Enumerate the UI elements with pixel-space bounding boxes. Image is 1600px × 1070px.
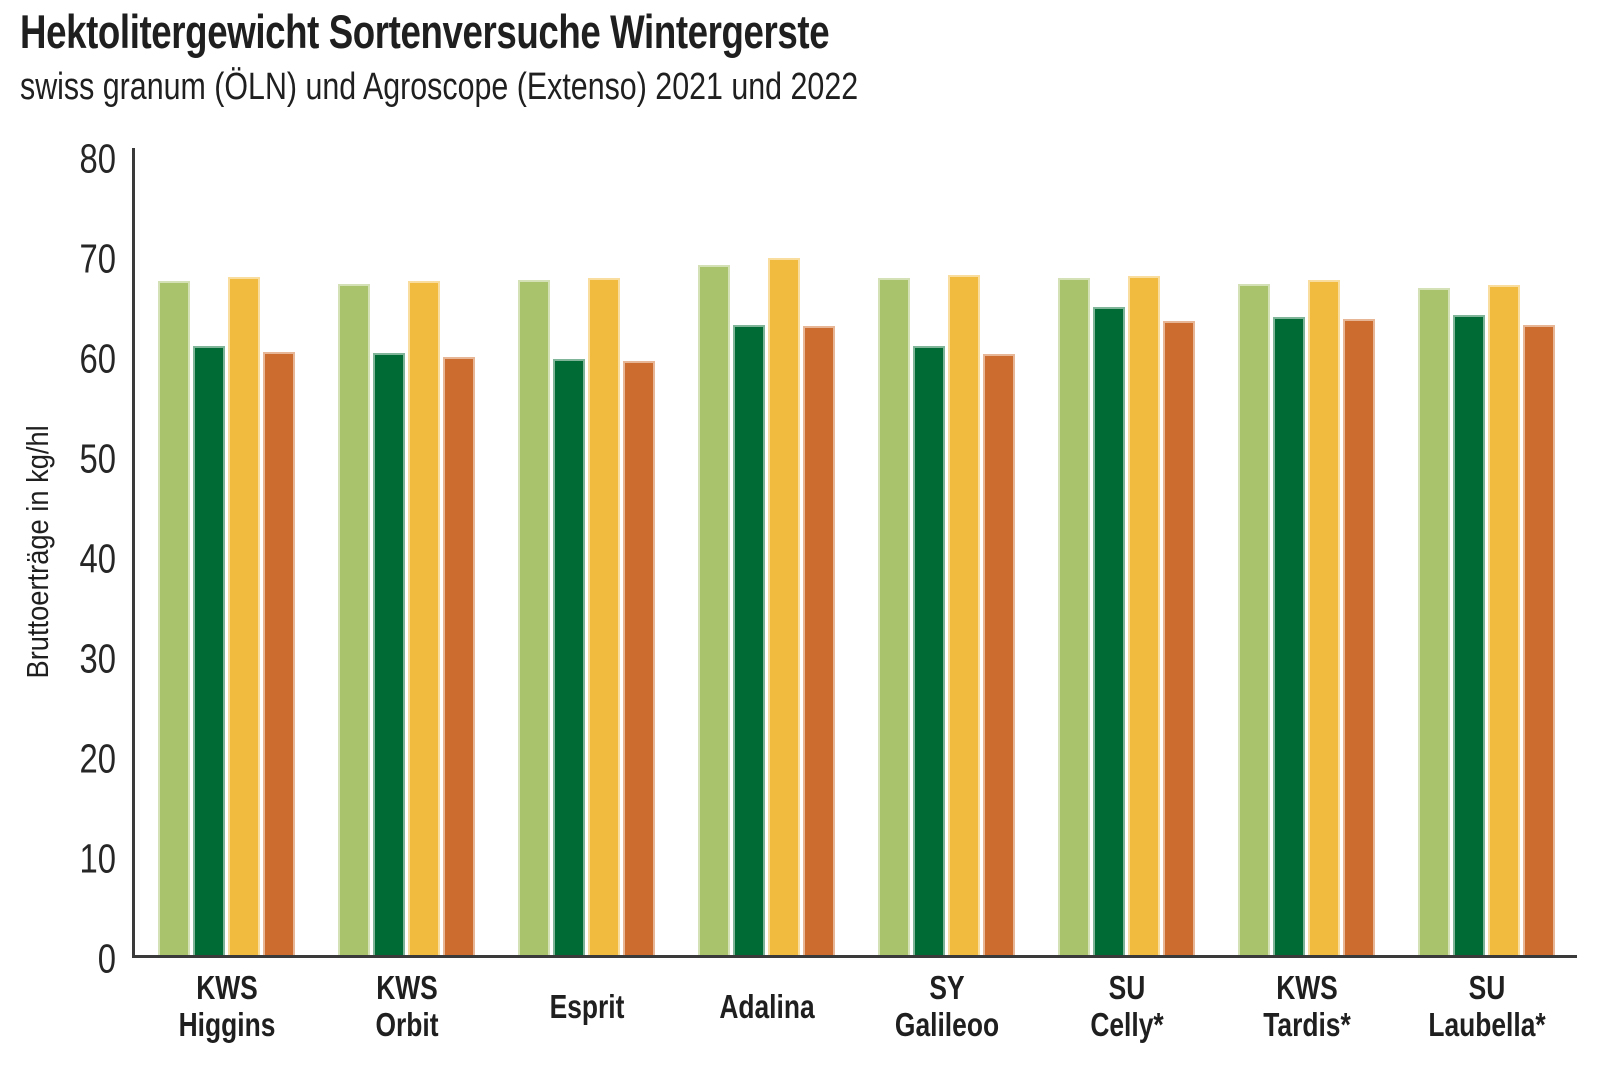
y-axis-line [132, 148, 135, 958]
bar-dark-green-5 [913, 346, 945, 955]
y-tick-label-50: 50 [79, 435, 116, 482]
bar-light-green-6 [1058, 278, 1090, 955]
bar-light-green-8 [1418, 288, 1450, 955]
chart-subtitle: swiss granum (ÖLN) und Agroscope (Extens… [20, 66, 859, 108]
y-tick-label-70: 70 [79, 235, 116, 282]
bar-light-green-2 [338, 284, 370, 955]
bar-light-green-3 [518, 280, 550, 955]
x-category-label-6: SU Celly* [1089, 969, 1164, 1043]
x-category-label-7: KWS Tardis* [1262, 969, 1351, 1043]
bar-yellow-7 [1308, 280, 1340, 955]
y-tick-label-60: 60 [79, 335, 116, 382]
bar-orange-8 [1523, 325, 1555, 955]
bar-orange-7 [1343, 319, 1375, 955]
bar-orange-6 [1163, 321, 1195, 955]
bar-light-green-7 [1238, 284, 1270, 955]
bar-dark-green-2 [373, 353, 405, 955]
bar-yellow-1 [228, 277, 260, 955]
bar-orange-4 [803, 326, 835, 955]
x-category-label-3: Esprit [549, 987, 624, 1025]
x-category-label-4: Adalina [718, 987, 815, 1025]
bar-dark-green-3 [553, 359, 585, 955]
bar-orange-5 [983, 354, 1015, 955]
bar-yellow-5 [948, 275, 980, 955]
x-category-label-2: KWS Orbit [374, 969, 439, 1043]
bar-orange-1 [263, 352, 295, 955]
bar-yellow-3 [588, 278, 620, 955]
bar-yellow-2 [408, 281, 440, 955]
bar-orange-2 [443, 357, 475, 955]
bar-dark-green-8 [1453, 315, 1485, 955]
x-category-label-5: SY Galileoo [894, 969, 999, 1043]
y-tick-label-40: 40 [79, 535, 116, 582]
x-category-label-8: SU Laubella* [1427, 969, 1546, 1043]
y-tick-label-10: 10 [79, 835, 116, 882]
bar-dark-green-4 [733, 325, 765, 955]
bar-yellow-4 [768, 258, 800, 955]
x-category-label-1: KWS Higgins [178, 969, 275, 1043]
bar-yellow-8 [1488, 285, 1520, 955]
bar-orange-3 [623, 361, 655, 955]
bar-light-green-4 [698, 265, 730, 955]
bar-dark-green-6 [1093, 307, 1125, 955]
x-axis-line [132, 955, 1577, 958]
y-tick-label-20: 20 [79, 735, 116, 782]
bar-dark-green-7 [1273, 317, 1305, 955]
chart-title: Hektolitergewicht Sortenversuche Winterg… [20, 5, 830, 58]
y-tick-label-0: 0 [97, 935, 116, 982]
bar-light-green-5 [878, 278, 910, 955]
bar-dark-green-1 [193, 346, 225, 955]
bar-yellow-6 [1128, 276, 1160, 955]
y-tick-label-80: 80 [79, 135, 116, 182]
y-tick-label-30: 30 [79, 635, 116, 682]
bar-light-green-1 [158, 281, 190, 955]
